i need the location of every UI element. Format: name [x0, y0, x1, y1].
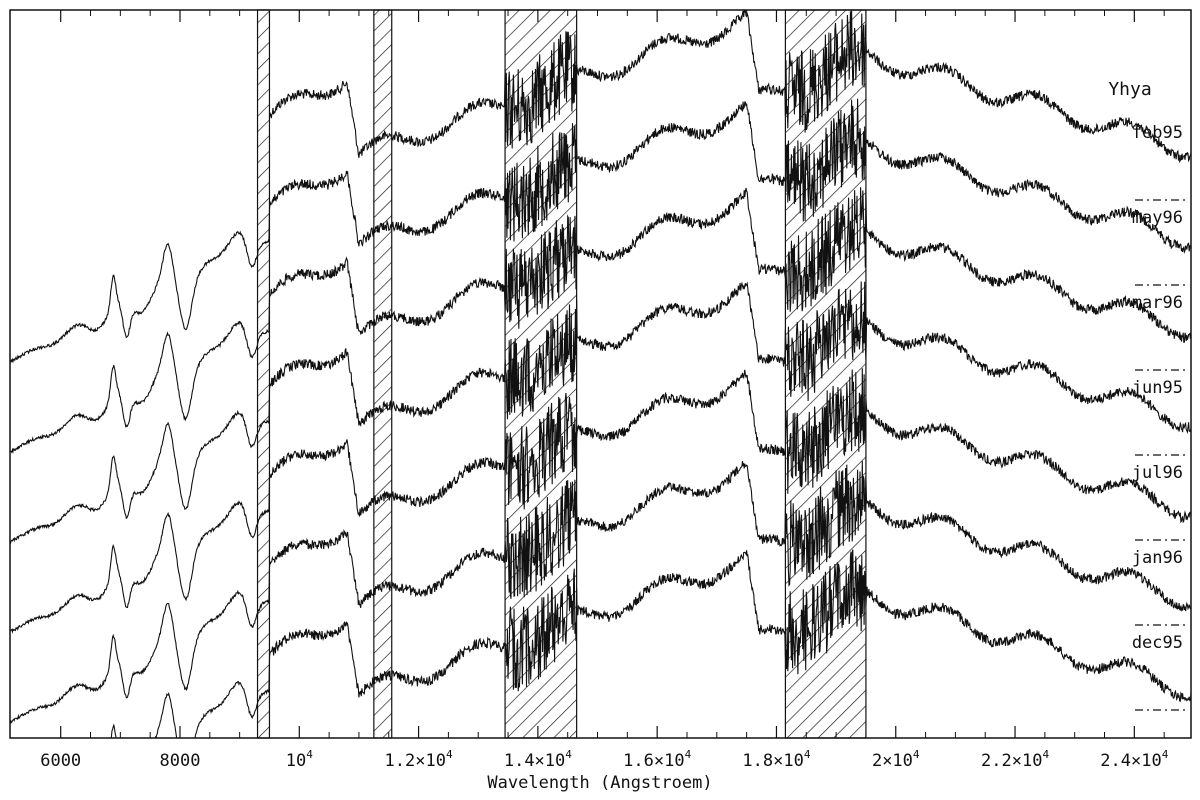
- x-tick-label: 104: [286, 748, 313, 771]
- series-label-jul96: jul96: [1132, 463, 1183, 483]
- series-line-may96: [10, 98, 1191, 364]
- series-lines: [10, 10, 1191, 738]
- series-label-jun95: jun95: [1132, 378, 1183, 398]
- series-line-jul96: [10, 368, 1191, 634]
- excluded-region-1: [256, 9, 271, 739]
- excluded-region-2: [373, 9, 393, 739]
- series-label-feb95: feb95: [1132, 123, 1183, 143]
- x-tick-label: 1.6×104: [623, 748, 691, 771]
- series-line-jan96: [10, 460, 1191, 724]
- chart-title: Yhya: [1108, 79, 1151, 100]
- series-line-feb95: [268, 10, 1191, 164]
- series-labels: feb95 may96 mar96 jun95 jul96 jan96 dec95: [1132, 123, 1185, 711]
- x-axis-label: Wavelength (Angstroem): [487, 773, 712, 793]
- series-line-dec95: [110, 549, 1191, 738]
- series-line-jun95: [10, 281, 1191, 545]
- x-tick-label: 6000: [40, 751, 81, 771]
- x-tick-label: 8000: [160, 751, 201, 771]
- x-axis-ticks: [60, 10, 1165, 738]
- x-tick-label: 2.4×104: [1100, 748, 1168, 771]
- x-tick-label: 1.8×104: [742, 748, 810, 771]
- x-tick-label: 1.4×104: [504, 748, 572, 771]
- x-axis-tick-labels: 6000 8000 104 1.2×104 1.4×104 1.6×104 1.8×104 2…: [40, 748, 1169, 771]
- series-line-mar96: [10, 187, 1191, 454]
- series-label-dec95: dec95: [1132, 633, 1183, 653]
- x-tick-label: 1.2×104: [385, 748, 453, 771]
- x-tick-label: 2×104: [872, 748, 920, 771]
- series-label-mar96: mar96: [1132, 293, 1183, 313]
- series-label-may96: may96: [1132, 208, 1183, 228]
- plot-frame: [9, 9, 1192, 739]
- series-label-jan96: jan96: [1132, 548, 1183, 568]
- x-tick-label: 2.2×104: [981, 748, 1049, 771]
